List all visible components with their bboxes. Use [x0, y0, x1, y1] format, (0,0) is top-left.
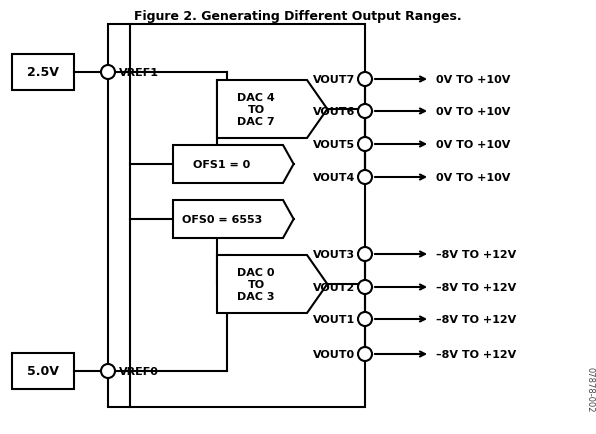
Text: DAC 0
TO
DAC 3: DAC 0 TO DAC 3 [237, 267, 275, 302]
Text: 0V TO +10V: 0V TO +10V [436, 75, 510, 85]
Text: VOUT4: VOUT4 [313, 173, 355, 183]
Text: 0V TO +10V: 0V TO +10V [436, 173, 510, 183]
Text: OFS0 = 6553: OFS0 = 6553 [182, 214, 262, 224]
Text: –8V TO +12V: –8V TO +12V [436, 314, 516, 324]
Bar [12, 55, 74, 91]
Text: 07878-002: 07878-002 [585, 366, 594, 412]
Text: –8V TO +12V: –8V TO +12V [436, 349, 516, 359]
Text: –8V TO +12V: –8V TO +12V [436, 250, 516, 260]
Polygon shape [173, 146, 294, 184]
Text: 5.0V: 5.0V [27, 365, 59, 378]
Circle shape [101, 364, 115, 378]
Circle shape [358, 171, 372, 184]
Text: –8V TO +12V: –8V TO +12V [436, 283, 516, 293]
Text: VOUT1: VOUT1 [313, 314, 355, 324]
Text: VOUT6: VOUT6 [313, 107, 355, 117]
Circle shape [358, 73, 372, 87]
Text: 0V TO +10V: 0V TO +10V [436, 140, 510, 150]
Text: VOUT5: VOUT5 [313, 140, 355, 150]
Text: VREF1: VREF1 [119, 68, 159, 78]
Text: DAC 4
TO
DAC 7: DAC 4 TO DAC 7 [237, 92, 275, 127]
Circle shape [358, 280, 372, 294]
Text: 2.5V: 2.5V [27, 66, 59, 79]
Circle shape [358, 312, 372, 326]
Circle shape [358, 138, 372, 151]
Bar [12, 353, 74, 389]
Text: VOUT2: VOUT2 [313, 283, 355, 293]
Circle shape [358, 247, 372, 261]
Bar [108, 25, 365, 407]
Text: VREF0: VREF0 [119, 366, 159, 376]
Polygon shape [217, 256, 327, 313]
Text: Figure 2. Generating Different Output Ranges.: Figure 2. Generating Different Output Ra… [134, 10, 462, 23]
Polygon shape [173, 201, 294, 238]
Circle shape [358, 347, 372, 361]
Text: VOUT7: VOUT7 [313, 75, 355, 85]
Text: OFS1 = 0: OFS1 = 0 [193, 160, 251, 170]
Circle shape [358, 105, 372, 119]
Text: VOUT0: VOUT0 [313, 349, 355, 359]
Text: 0V TO +10V: 0V TO +10V [436, 107, 510, 117]
Text: VOUT3: VOUT3 [313, 250, 355, 260]
Polygon shape [217, 81, 327, 139]
Circle shape [101, 66, 115, 80]
